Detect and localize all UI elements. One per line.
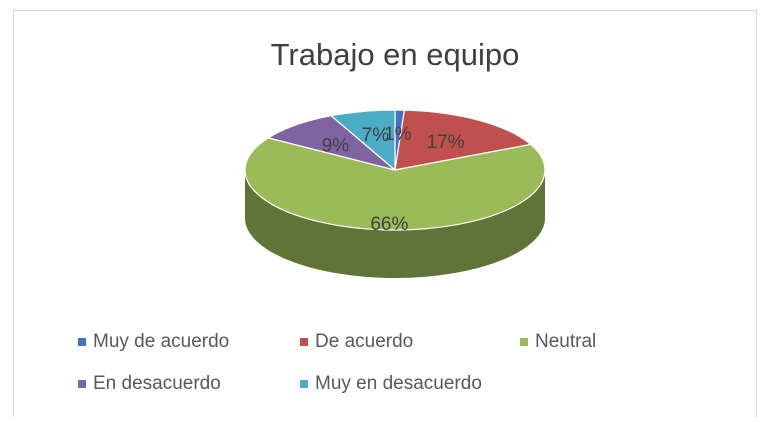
legend: Muy de acuerdo De acuerdo Neutral En desacu… xyxy=(78,331,596,394)
slice-side xyxy=(245,170,545,278)
legend-swatch xyxy=(520,338,528,346)
slice xyxy=(394,109,533,171)
pie: 1% 17% 66% 9% 7% xyxy=(244,109,546,278)
data-label: 7% xyxy=(362,125,390,146)
slice xyxy=(244,137,546,231)
slice xyxy=(329,109,396,172)
data-label: 9% xyxy=(322,135,350,156)
data-label: 17% xyxy=(427,132,465,153)
legend-swatch xyxy=(78,338,86,346)
legend-label: Muy en desacuerdo xyxy=(315,373,482,394)
legend-label: Neutral xyxy=(535,331,596,352)
legend-swatch xyxy=(300,338,308,346)
slice xyxy=(266,115,396,171)
legend-swatch xyxy=(78,380,86,388)
legend-label: Muy de acuerdo xyxy=(93,331,229,352)
chart-title: Trabajo en equipo xyxy=(271,37,520,72)
data-label: 1% xyxy=(384,124,412,145)
data-label: 66% xyxy=(370,214,408,235)
legend-label: De acuerdo xyxy=(315,331,413,352)
slice-side-shade xyxy=(245,170,545,278)
legend-label: En desacuerdo xyxy=(93,373,221,394)
legend-swatch xyxy=(300,380,308,388)
